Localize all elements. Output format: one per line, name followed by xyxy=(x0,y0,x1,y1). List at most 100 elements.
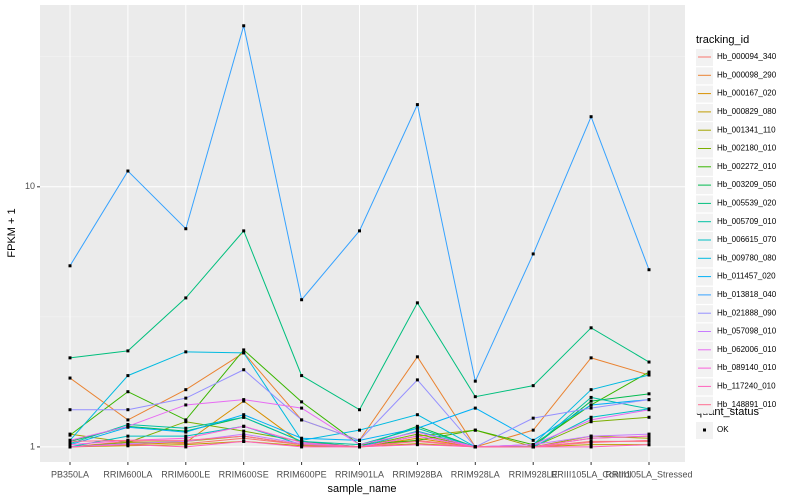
data-point xyxy=(647,370,651,374)
data-point xyxy=(358,438,361,442)
data-point xyxy=(68,445,72,449)
data-point xyxy=(531,428,535,432)
data-point xyxy=(126,349,130,353)
legend-label: Hb_000094_340 xyxy=(717,52,777,61)
data-point xyxy=(126,390,130,394)
x-tick-label: RRIM600SE xyxy=(219,469,269,479)
x-tick-label: RRIM928BA xyxy=(392,469,442,479)
data-point xyxy=(242,413,246,417)
data-point xyxy=(242,432,246,436)
data-point xyxy=(300,436,304,440)
x-tick-label: PB350LA xyxy=(51,469,89,479)
legend-title: tracking_id xyxy=(696,34,749,46)
y-tick-label: 10 xyxy=(25,181,35,191)
data-point xyxy=(126,434,130,438)
data-point xyxy=(647,434,651,438)
data-point xyxy=(184,436,188,440)
data-point xyxy=(300,445,304,449)
legend-label: OK xyxy=(717,425,729,434)
data-point xyxy=(647,415,651,419)
data-point xyxy=(589,418,593,422)
x-tick-label: RRIM600LA xyxy=(103,469,152,479)
data-point xyxy=(415,436,419,440)
data-point xyxy=(300,438,304,442)
data-point xyxy=(68,376,72,380)
data-point xyxy=(358,443,361,447)
data-point xyxy=(415,426,419,430)
data-point xyxy=(184,403,188,407)
data-point xyxy=(647,398,651,402)
legend-label: Hb_000829_080 xyxy=(717,107,777,116)
data-point xyxy=(184,418,188,422)
data-point xyxy=(126,374,130,378)
data-point xyxy=(126,418,130,422)
data-point xyxy=(184,438,188,442)
plot-panel xyxy=(40,5,685,462)
data-point xyxy=(126,422,130,426)
data-point xyxy=(531,438,535,442)
data-point xyxy=(589,399,593,403)
data-point xyxy=(126,438,130,442)
legend-label: Hb_117240_010 xyxy=(717,382,776,391)
data-point xyxy=(647,373,651,377)
legend-label: Hb_057098_010 xyxy=(717,327,777,336)
data-point xyxy=(647,268,651,272)
data-point xyxy=(126,424,130,428)
data-point xyxy=(647,408,651,412)
data-point xyxy=(647,392,651,396)
data-point xyxy=(126,169,130,173)
data-point xyxy=(589,415,593,419)
data-point xyxy=(68,356,72,360)
data-point xyxy=(415,301,419,305)
x-tick-label: RRIII105LA_Stressed xyxy=(605,469,692,479)
data-point xyxy=(358,445,361,449)
data-point xyxy=(184,227,188,231)
data-point xyxy=(358,428,361,432)
legend-label: Hb_000167_020 xyxy=(717,89,777,98)
legend-label: Hb_002180_010 xyxy=(717,144,777,153)
y-axis-title: FPKM + 1 xyxy=(6,208,18,257)
data-point xyxy=(242,439,246,443)
data-point xyxy=(242,436,246,440)
data-point xyxy=(589,440,593,444)
data-point xyxy=(589,115,593,119)
data-point xyxy=(184,388,188,392)
data-point xyxy=(300,298,304,302)
data-point xyxy=(300,374,304,378)
data-point xyxy=(589,434,593,438)
data-point xyxy=(300,418,304,422)
data-point xyxy=(647,438,651,442)
data-point xyxy=(242,229,246,233)
data-point xyxy=(184,396,188,400)
x-tick-label: RRIM928LA xyxy=(451,469,500,479)
legend-label: Hb_089140_010 xyxy=(717,363,777,372)
data-point xyxy=(647,360,651,364)
legend-label: Hb_005539_020 xyxy=(717,199,777,208)
data-point xyxy=(589,406,593,410)
y-tick-label: 1 xyxy=(30,441,35,451)
data-point xyxy=(415,443,419,447)
data-point xyxy=(126,443,130,447)
data-point xyxy=(184,434,188,438)
data-point xyxy=(300,400,304,404)
x-tick-label: RRIM928LE xyxy=(509,469,558,479)
x-axis-title: sample_name xyxy=(327,483,396,495)
data-point xyxy=(589,326,593,330)
data-point xyxy=(184,430,188,434)
data-point xyxy=(531,384,535,388)
data-point xyxy=(589,388,593,392)
data-point xyxy=(647,436,651,440)
data-point xyxy=(589,356,593,360)
data-point xyxy=(531,443,535,447)
data-point xyxy=(415,378,419,382)
data-point xyxy=(473,379,477,383)
data-point xyxy=(415,432,419,436)
data-point xyxy=(531,252,535,256)
x-tick-label: RRIII105LA_Control xyxy=(551,469,632,479)
x-tick-label: RRIM600LE xyxy=(161,469,210,479)
data-point xyxy=(184,426,188,430)
data-point xyxy=(415,355,419,359)
data-point xyxy=(184,443,188,447)
legend-label: Hb_009780_080 xyxy=(717,253,777,262)
